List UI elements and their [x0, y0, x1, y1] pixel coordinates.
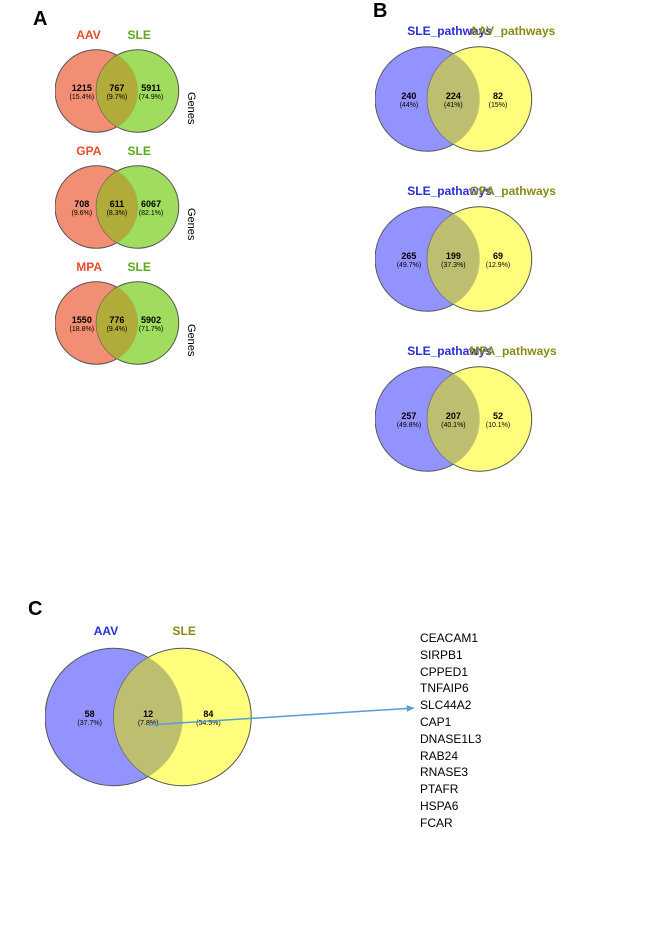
region-mid: 207(40.1%)	[438, 411, 468, 430]
set-label-right: AAV_pathways	[470, 24, 556, 38]
region-right: 84(54.5%)	[178, 709, 240, 728]
region-right: 6067(82.1%)	[133, 199, 170, 218]
gene-item: DNASE1L3	[420, 731, 481, 748]
set-label-right: SLE	[128, 28, 151, 42]
gene-item: SIRPB1	[420, 647, 481, 664]
set-label-right: SLE	[173, 624, 196, 638]
region-left: 265(49.7%)	[385, 251, 432, 270]
venn-side-label: Genes	[185, 324, 197, 356]
region-mid: 767(9.7%)	[102, 83, 132, 102]
region-right: 5902(71.7%)	[133, 315, 170, 334]
gene-item: CAP1	[420, 714, 481, 731]
region-left: 58(37.7%)	[59, 709, 121, 728]
set-label-left: AAV	[94, 624, 118, 638]
region-right: 5911(74.9%)	[133, 83, 170, 102]
gene-item: HSPA6	[420, 798, 481, 815]
region-left: 257(49.8%)	[385, 411, 432, 430]
gene-item: TNFAIP6	[420, 680, 481, 697]
region-right: 69(12.9%)	[475, 251, 522, 270]
set-label-right: SLE	[128, 144, 151, 158]
gene-item: FCAR	[420, 815, 481, 832]
region-left: 708(9.6%)	[63, 199, 100, 218]
gene-item: RAB24	[420, 748, 481, 765]
region-right: 52(10.1%)	[475, 411, 522, 430]
region-right: 82(15%)	[475, 91, 522, 110]
set-label-left: GPA	[76, 144, 101, 158]
gene-item: CPPED1	[420, 664, 481, 681]
region-mid: 776(9.4%)	[102, 315, 132, 334]
set-label-left: MPA	[76, 260, 102, 274]
gene-item: CEACAM1	[420, 630, 481, 647]
region-mid: 611(8.3%)	[102, 199, 132, 218]
venn-side-label: Genes	[185, 92, 197, 124]
region-mid: 12(7.8%)	[133, 709, 163, 728]
region-left: 1215(15.4%)	[63, 83, 100, 102]
region-left: 240(44%)	[385, 91, 432, 110]
region-mid: 224(41%)	[438, 91, 468, 110]
region-left: 1550(18.8%)	[63, 315, 100, 334]
gene-item: SLC44A2	[420, 697, 481, 714]
panel-c-label: C	[28, 598, 42, 621]
gene-list: CEACAM1SIRPB1CPPED1TNFAIP6SLC44A2CAP1DNA…	[420, 630, 481, 832]
panel-b-label: B	[373, 0, 387, 23]
gene-item: RNASE3	[420, 764, 481, 781]
venn-side-label: Genes	[185, 208, 197, 240]
gene-item: PTAFR	[420, 781, 481, 798]
panel-a-label: A	[33, 8, 47, 31]
set-label-right: GPA_pathways	[470, 184, 556, 198]
set-label-left: AAV	[76, 28, 100, 42]
region-mid: 199(37.3%)	[438, 251, 468, 270]
set-label-right: MPA_pathways	[470, 344, 557, 358]
set-label-right: SLE	[128, 260, 151, 274]
